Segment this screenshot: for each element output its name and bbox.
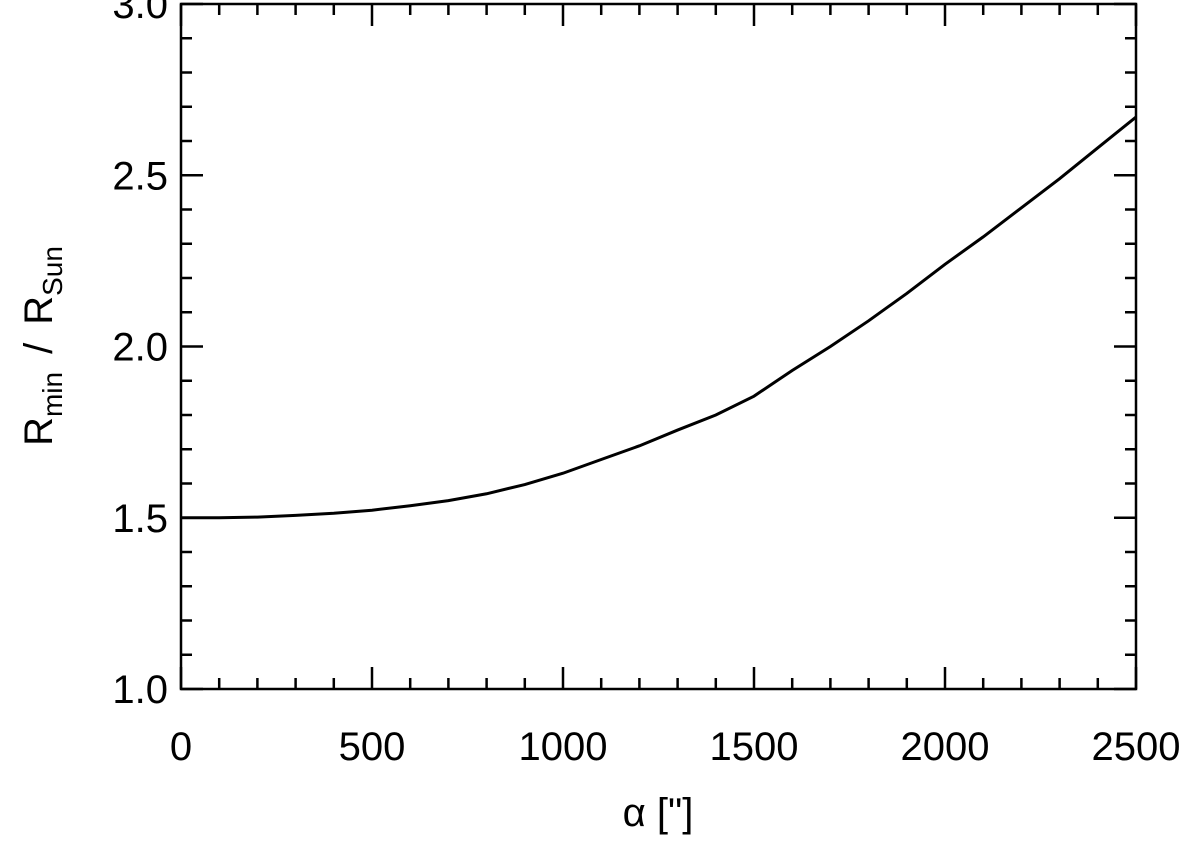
- x-tick-label: 1000: [519, 725, 608, 769]
- y-label-part: R: [17, 417, 61, 446]
- x-tick-label: 0: [170, 725, 192, 769]
- y-label-part: R: [17, 296, 61, 325]
- y-tick-label: 3.0: [112, 0, 168, 27]
- y-axis-label: Rmin/RSun: [17, 246, 68, 446]
- y-label-part: /: [17, 342, 61, 354]
- y-tick-label: 1.0: [112, 668, 168, 712]
- y-label-part: min: [37, 372, 68, 417]
- y-tick-label: 2.0: [112, 326, 168, 370]
- x-tick-label: 2000: [901, 725, 990, 769]
- y-label-part: Sun: [37, 246, 68, 296]
- y-tick-label: 2.5: [112, 154, 168, 198]
- line-series: [181, 115, 1137, 520]
- x-tick-label: 500: [339, 725, 406, 769]
- plot-frame: [179, 2, 1138, 691]
- y-tick-label: 1.5: [112, 497, 168, 541]
- x-tick-label: 1500: [710, 725, 799, 769]
- x-axis-label: α ["]: [623, 791, 694, 835]
- x-tick-label: 2500: [1092, 725, 1181, 769]
